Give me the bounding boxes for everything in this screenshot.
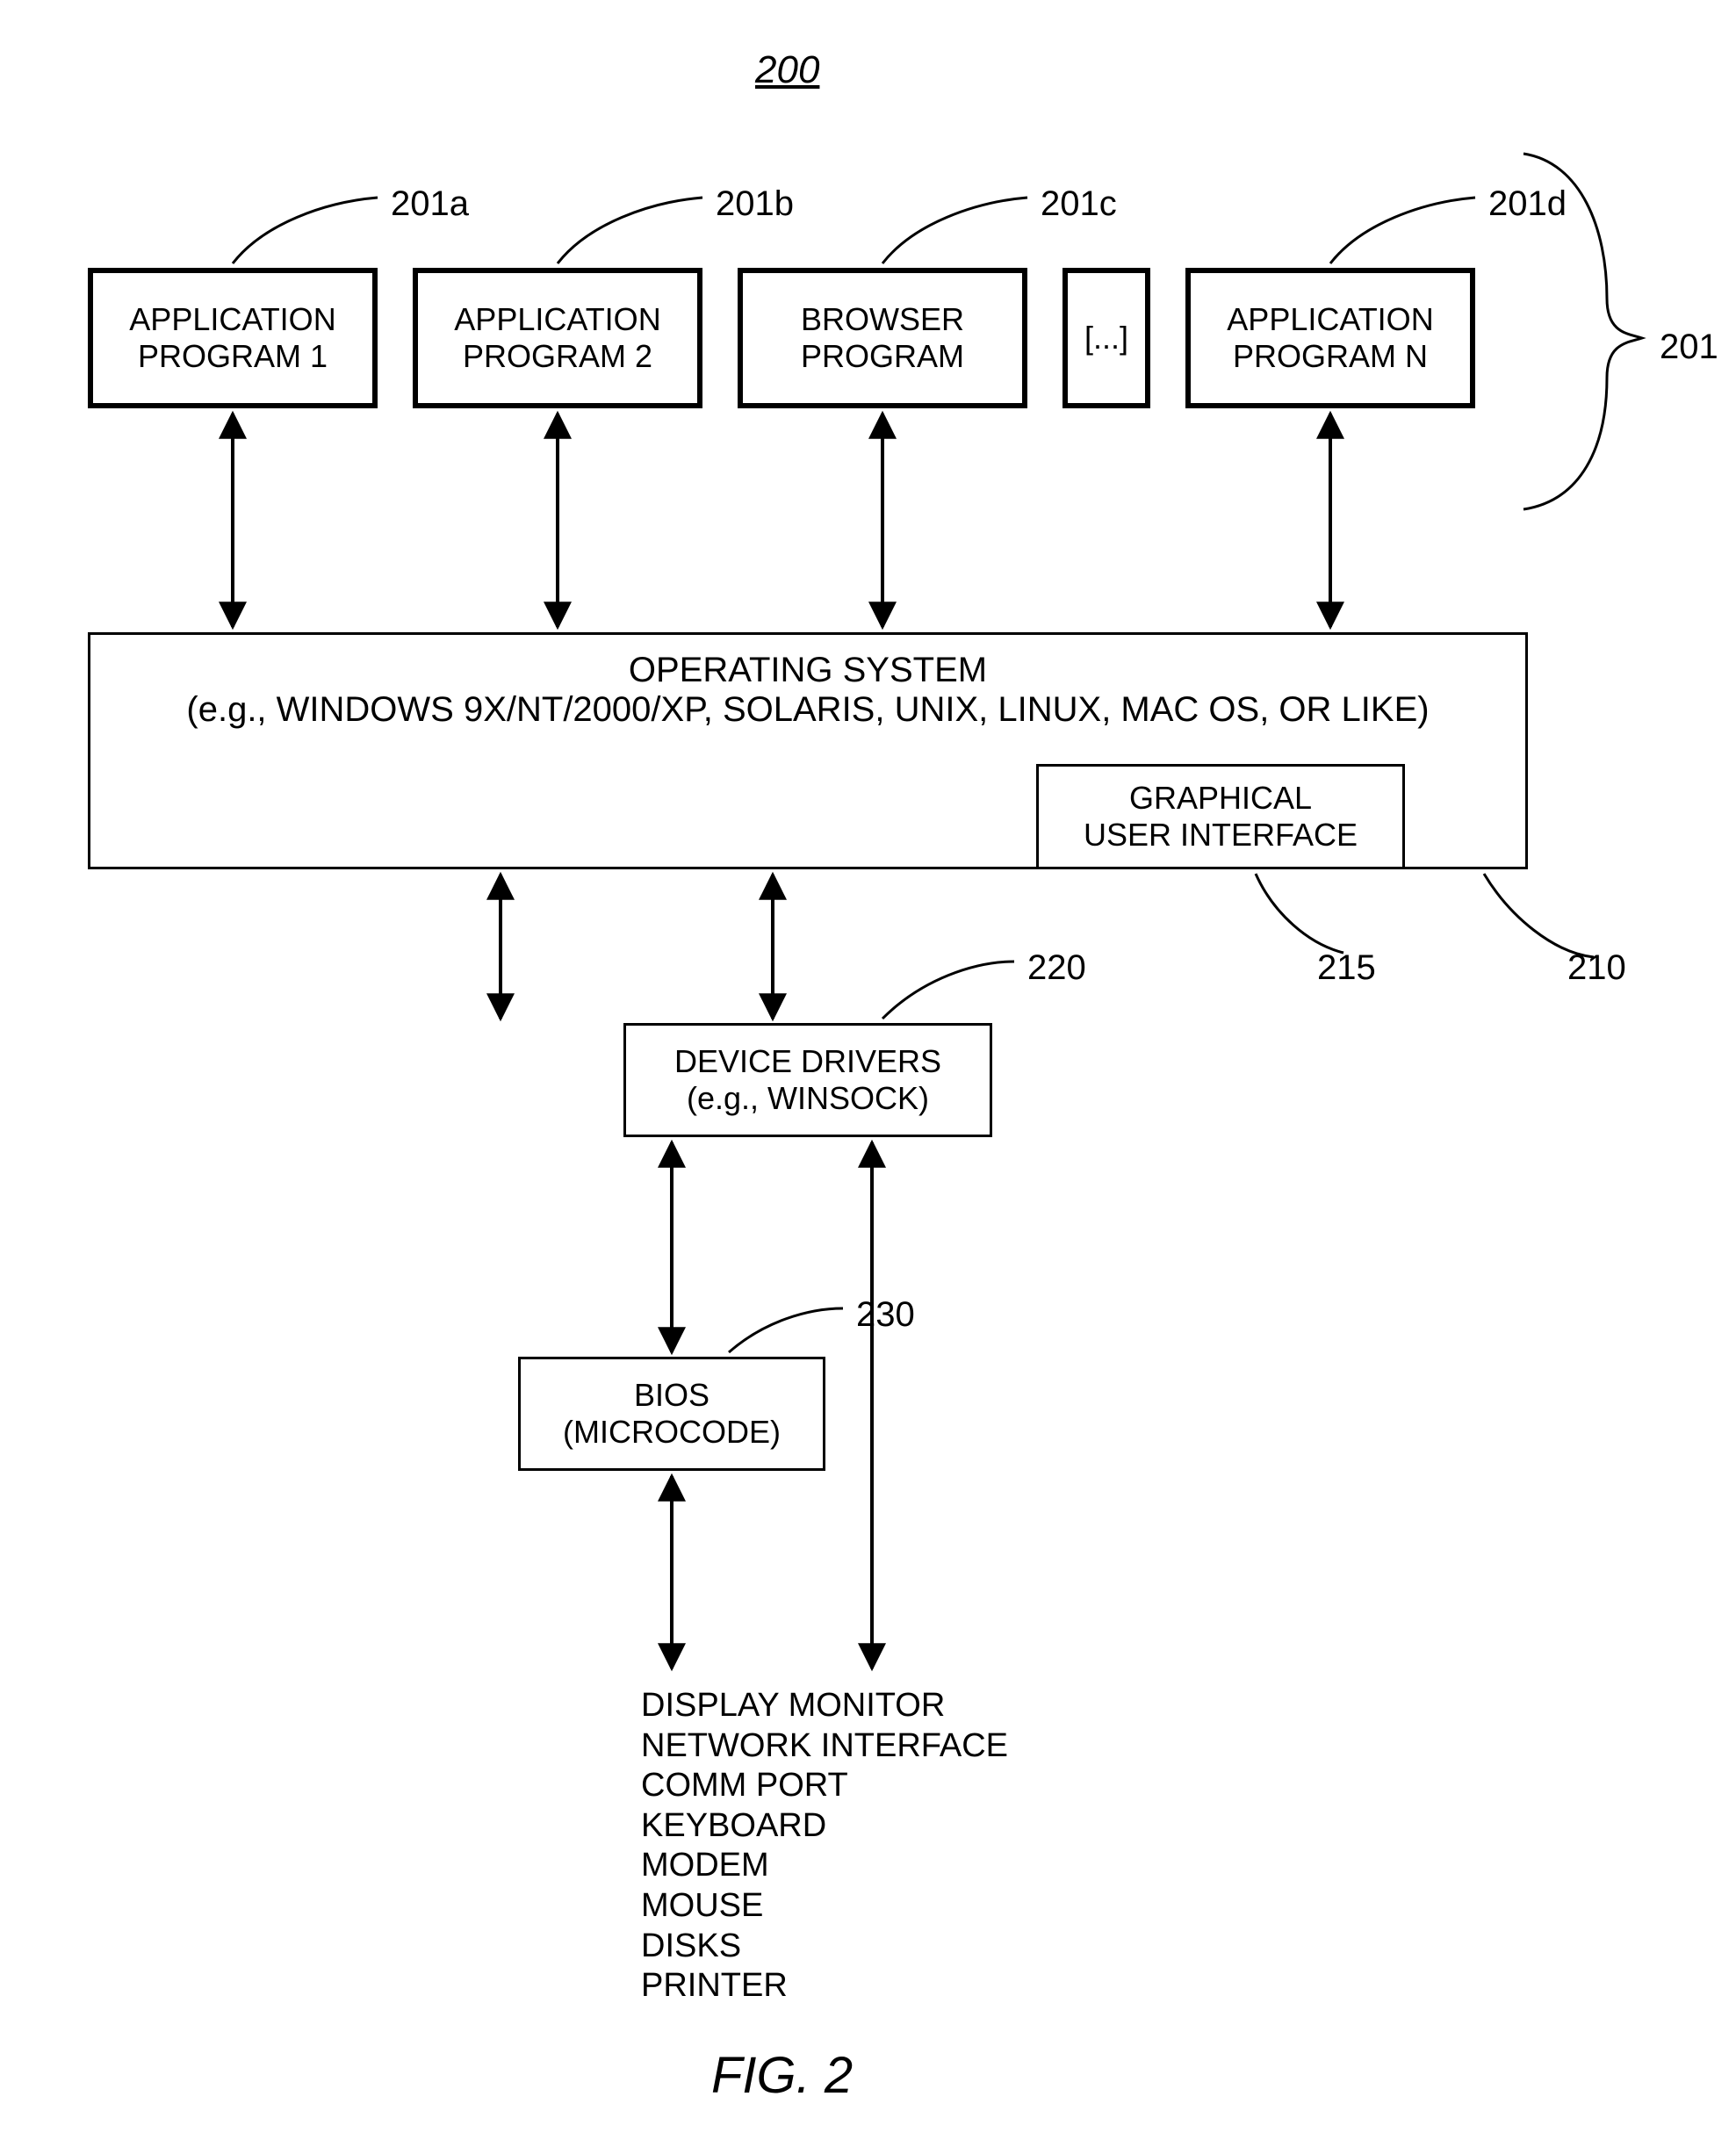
device-item-5: MOUSE xyxy=(641,1886,1008,1927)
ref-label-220: 220 xyxy=(1027,948,1086,987)
device-item-0: DISPLAY MONITOR xyxy=(641,1686,1008,1726)
bios-box: BIOS (MICROCODE) xyxy=(518,1357,825,1471)
ref-label-201: 201 xyxy=(1660,328,1718,366)
app-line2-2: PROGRAM xyxy=(801,338,964,375)
app-line2-3: PROGRAM N xyxy=(1233,338,1428,375)
app-box-2: BROWSERPROGRAM xyxy=(738,268,1027,408)
apps-ellipsis-text: [...] xyxy=(1084,320,1128,357)
app-box-1: APPLICATIONPROGRAM 2 xyxy=(413,268,702,408)
device-item-1: NETWORK INTERFACE xyxy=(641,1726,1008,1767)
apps-ellipsis: [...] xyxy=(1062,268,1150,408)
device-item-3: KEYBOARD xyxy=(641,1806,1008,1847)
app-box-3: APPLICATIONPROGRAM N xyxy=(1185,268,1475,408)
leader-l-210 xyxy=(1484,874,1594,957)
leader-l-201d xyxy=(1330,198,1475,263)
diagram-canvas: 200 APPLICATIONPROGRAM 1APPLICATIONPROGR… xyxy=(0,0,1736,2147)
app-line2-1: PROGRAM 2 xyxy=(463,338,652,375)
ref-label-201b: 201b xyxy=(716,184,794,223)
drivers-box: DEVICE DRIVERS (e.g., WINSOCK) xyxy=(623,1023,992,1137)
app-line1-2: BROWSER xyxy=(801,301,964,338)
devices-list: DISPLAY MONITORNETWORK INTERFACECOMM POR… xyxy=(641,1686,1008,2007)
leader-l-230 xyxy=(729,1308,843,1352)
device-item-2: COMM PORT xyxy=(641,1766,1008,1806)
figure-caption-text: FIG. 2 xyxy=(711,2047,853,2104)
drivers-line1: DEVICE DRIVERS xyxy=(674,1043,941,1080)
leader-l-201a xyxy=(233,198,378,263)
bios-line2: (MICROCODE) xyxy=(563,1414,781,1451)
gui-box: GRAPHICAL USER INTERFACE xyxy=(1036,764,1405,869)
device-item-4: MODEM xyxy=(641,1846,1008,1886)
device-item-7: PRINTER xyxy=(641,1966,1008,2007)
apps-group-brace xyxy=(1524,154,1642,509)
ref-label-201a: 201a xyxy=(391,184,470,223)
gui-line1: GRAPHICAL xyxy=(1129,780,1312,817)
ref-label-201d: 201d xyxy=(1488,184,1567,223)
leader-l-215 xyxy=(1256,874,1343,953)
app-line1-1: APPLICATION xyxy=(454,301,660,338)
leader-l-201b xyxy=(558,198,702,263)
app-line1-3: APPLICATION xyxy=(1227,301,1433,338)
ref-label-215: 215 xyxy=(1317,948,1376,987)
app-line1-0: APPLICATION xyxy=(129,301,335,338)
os-line2: (e.g., WINDOWS 9X/NT/2000/XP, SOLARIS, U… xyxy=(186,690,1429,730)
app-line2-0: PROGRAM 1 xyxy=(138,338,328,375)
ref-label-201c: 201c xyxy=(1041,184,1117,223)
app-box-0: APPLICATIONPROGRAM 1 xyxy=(88,268,378,408)
ref-label-230: 230 xyxy=(856,1295,915,1334)
gui-line2: USER INTERFACE xyxy=(1084,817,1358,854)
drivers-line2: (e.g., WINSOCK) xyxy=(687,1080,929,1117)
bios-line1: BIOS xyxy=(634,1377,710,1414)
os-line1: OPERATING SYSTEM xyxy=(186,651,1429,690)
figure-number: 200 xyxy=(755,48,819,92)
leader-l-201c xyxy=(882,198,1027,263)
device-item-6: DISKS xyxy=(641,1927,1008,1967)
ref-label-210: 210 xyxy=(1567,948,1626,987)
leader-l-220 xyxy=(882,962,1014,1019)
figure-number-text: 200 xyxy=(755,48,819,91)
figure-caption: FIG. 2 xyxy=(711,2046,853,2105)
